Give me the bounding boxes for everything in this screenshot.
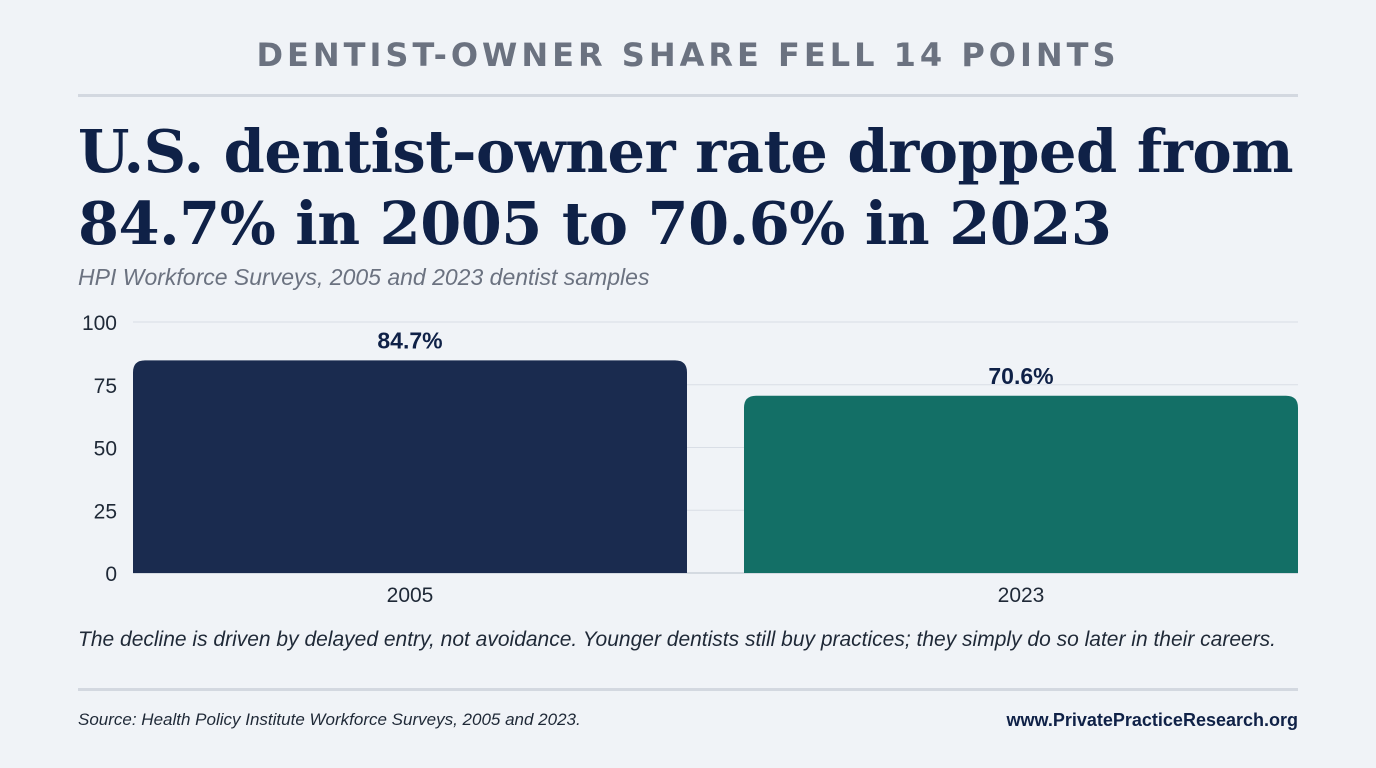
headline: U.S. dentist-owner rate dropped from 84.… <box>78 117 1294 258</box>
bar <box>133 360 687 573</box>
chart-note: The decline is driven by delayed entry, … <box>78 628 1277 651</box>
kicker: DENTIST-OWNER SHARE FELL 14 POINTS <box>256 36 1120 74</box>
bar <box>744 395 1298 573</box>
website-link[interactable]: www.PrivatePracticeResearch.org <box>1006 710 1298 730</box>
x-tick-label: 2005 <box>387 584 434 607</box>
source-citation: Source: Health Policy Institute Workforc… <box>78 710 581 729</box>
y-tick-label: 0 <box>105 563 117 586</box>
bar-chart: 0 25 50 75 100 84.7% 2005 70.6% 2023 <box>82 312 1298 607</box>
x-tick-label: 2023 <box>998 584 1045 607</box>
data-label: 70.6% <box>988 363 1053 389</box>
subtitle: HPI Workforce Surveys, 2005 and 2023 den… <box>78 264 650 290</box>
y-tick-label: 50 <box>94 438 117 461</box>
y-tick-label: 75 <box>94 375 117 398</box>
bottom-divider <box>78 688 1298 691</box>
top-divider <box>78 94 1298 97</box>
y-tick-label: 100 <box>82 312 117 335</box>
y-tick-label: 25 <box>94 500 117 523</box>
data-label: 84.7% <box>377 327 442 353</box>
